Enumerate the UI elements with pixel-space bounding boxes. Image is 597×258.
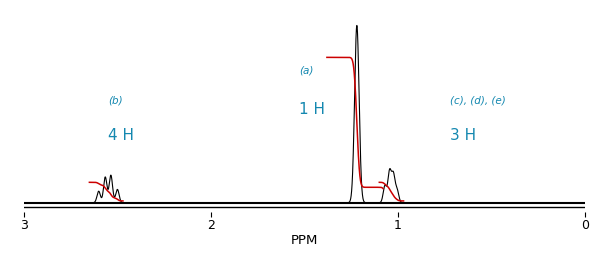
X-axis label: PPM: PPM: [291, 233, 318, 247]
Text: 4 H: 4 H: [108, 128, 134, 143]
Text: (c), (d), (e): (c), (d), (e): [450, 95, 506, 105]
Text: (a): (a): [299, 65, 313, 75]
Text: 3 H: 3 H: [450, 128, 476, 143]
Text: 1 H: 1 H: [299, 102, 325, 117]
Text: (b): (b): [108, 95, 122, 105]
